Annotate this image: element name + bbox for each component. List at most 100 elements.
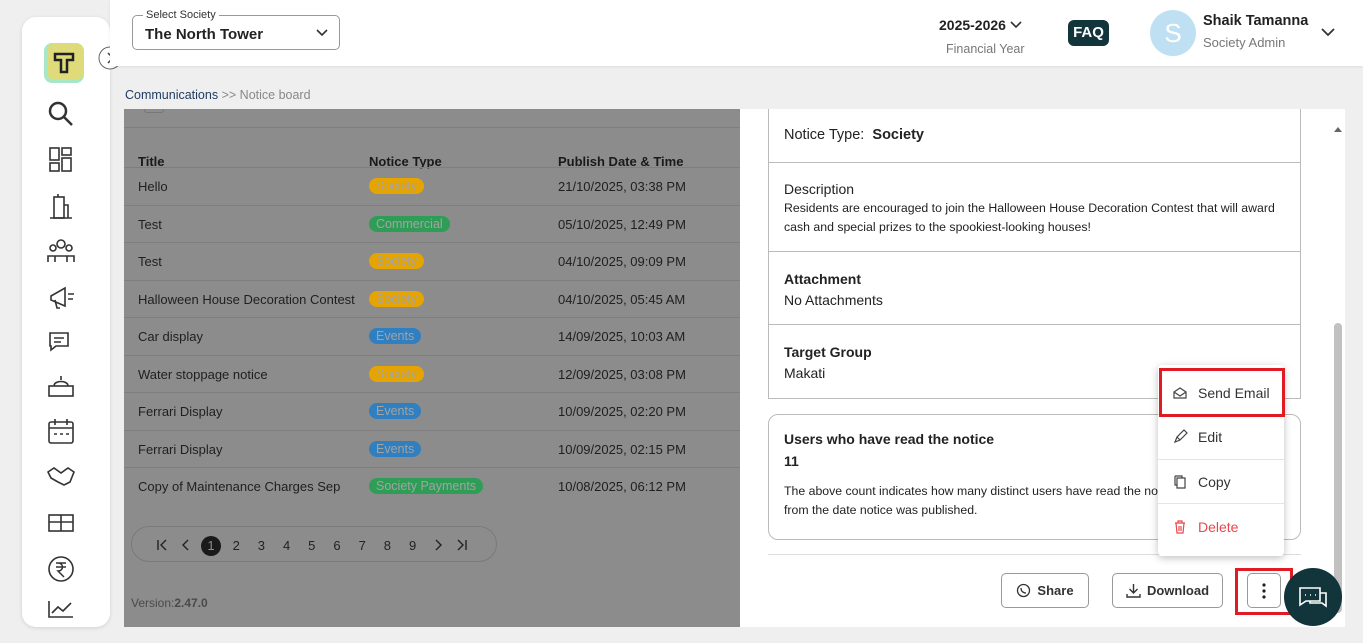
whatsapp-icon bbox=[1017, 583, 1031, 598]
arrow bbox=[457, 539, 467, 551]
notice-title: Water stoppage notice bbox=[138, 366, 268, 382]
gift-icon[interactable] bbox=[46, 507, 76, 537]
publish-date: 12/09/2025, 03:08 PM bbox=[558, 366, 686, 382]
table-row[interactable]: Copy of Maintenance Charges Sep Society P… bbox=[124, 467, 740, 504]
dashboard-icon[interactable] bbox=[46, 145, 76, 175]
report-icon[interactable] bbox=[46, 597, 76, 627]
page-number[interactable]: 1 bbox=[201, 536, 221, 556]
publish-date: 14/09/2025, 10:03 AM bbox=[558, 329, 686, 344]
read-note: The above count indicates how many disti… bbox=[784, 484, 1178, 517]
year-label: Financial Year bbox=[946, 42, 1025, 56]
dots-icon bbox=[1262, 582, 1266, 599]
page-number[interactable]: 8 bbox=[383, 538, 391, 553]
table-row[interactable]: Ferrari Display Events 10/09/2025, 02:15 P… bbox=[124, 429, 740, 467]
search-icon[interactable] bbox=[46, 99, 76, 129]
next-page[interactable] bbox=[430, 537, 446, 553]
checkbox bbox=[144, 109, 164, 113]
menu-item[interactable]: Edit bbox=[1158, 416, 1284, 460]
faq-button[interactable]: FAQ bbox=[1068, 20, 1109, 46]
icon-path bbox=[1174, 474, 1186, 489]
last-page[interactable] bbox=[454, 537, 470, 553]
breadcrumb-current: Notice board bbox=[239, 88, 311, 102]
amenity-icon[interactable] bbox=[46, 372, 76, 402]
handshake-icon[interactable] bbox=[46, 462, 76, 492]
menu-label: Send Email bbox=[1198, 384, 1270, 401]
description-text: Residents are encouraged to join the Hal… bbox=[784, 201, 1275, 234]
detail-card: Notice Type: Society Description Resident… bbox=[768, 109, 1301, 399]
notice-table-overlay: Title Notice Type Publish Date & Time Hello… bbox=[124, 109, 740, 627]
icon-path bbox=[1175, 519, 1185, 534]
page-number[interactable]: 9 bbox=[408, 538, 417, 553]
more-button[interactable] bbox=[1247, 573, 1281, 608]
scrollbar-thumb[interactable] bbox=[1334, 323, 1342, 613]
page-number[interactable]: 2 bbox=[232, 538, 240, 553]
page-number[interactable]: 6 bbox=[333, 538, 341, 553]
notice-type-section: Notice Type: Society bbox=[769, 109, 1300, 162]
notice-title: Ferrari Display bbox=[138, 404, 223, 419]
table-row[interactable]: Car display Events 14/09/2025, 10:03 AM bbox=[124, 317, 740, 354]
download-label: Download bbox=[1146, 583, 1210, 598]
icon-path bbox=[1173, 429, 1188, 444]
year[interactable]: 2025-2026 bbox=[939, 17, 1022, 33]
building-icon[interactable] bbox=[46, 191, 76, 221]
communication-icon[interactable] bbox=[46, 327, 76, 357]
target-value: Makati bbox=[784, 365, 826, 381]
page-number[interactable]: 4 bbox=[282, 538, 291, 553]
notice-type-tag: Society bbox=[369, 178, 424, 194]
notice-type-value: Society bbox=[872, 127, 924, 143]
table-row[interactable]: Ferrari Display Events 10/09/2025, 02:20 P… bbox=[124, 392, 740, 429]
download-button[interactable]: Download bbox=[1112, 573, 1223, 608]
share-button[interactable]: Share bbox=[1001, 573, 1089, 608]
scroll-up[interactable] bbox=[1334, 119, 1342, 132]
calendar-icon[interactable] bbox=[46, 417, 76, 447]
notice-title: Copy of Maintenance Charges Sep bbox=[138, 479, 341, 494]
year-value: 2025-2026 bbox=[939, 17, 1006, 33]
announce-icon[interactable] bbox=[46, 282, 76, 312]
page-number[interactable]: 3 bbox=[257, 538, 265, 553]
page-number[interactable]: 5 bbox=[308, 538, 316, 553]
logo[interactable] bbox=[44, 43, 84, 83]
breadcrumb-parent[interactable]: Communications bbox=[125, 88, 219, 102]
notice-type-tag: Events bbox=[369, 328, 422, 344]
society-select[interactable]: Select Society The North Tower bbox=[132, 9, 340, 50]
menu-item[interactable]: Delete bbox=[1158, 505, 1284, 549]
menu-item[interactable]: Copy bbox=[1158, 460, 1284, 504]
society-label: Select Society bbox=[143, 9, 219, 21]
publish-date: 05/10/2025, 12:49 PM bbox=[558, 216, 686, 232]
notice-title: Halloween House Decoration Contest bbox=[138, 291, 355, 307]
page-number[interactable]: 7 bbox=[358, 538, 366, 553]
table-row[interactable]: Hello Society 21/10/2025, 03:38 PM bbox=[124, 167, 740, 204]
icon-path bbox=[1173, 386, 1187, 399]
menu-icon bbox=[1173, 429, 1188, 444]
table-row[interactable]: Water stoppage notice Society 12/09/2025, … bbox=[124, 354, 740, 392]
notice-title: Test bbox=[138, 216, 162, 232]
notice-type-tag: Commercial bbox=[369, 215, 450, 232]
rupee-icon[interactable] bbox=[46, 554, 76, 584]
column-header: Title bbox=[138, 154, 165, 169]
prev-page[interactable] bbox=[178, 537, 194, 553]
publish-date: 10/08/2025, 06:12 PM bbox=[558, 479, 686, 494]
read-card: Users who have read the notice 11 The ab… bbox=[768, 414, 1301, 540]
description-label: Description bbox=[784, 181, 855, 197]
notice-title: Car display bbox=[138, 329, 204, 344]
notice-type-tag: Events bbox=[369, 403, 422, 419]
table-row[interactable]: Test Commercial 05/10/2025, 12:49 PM bbox=[124, 204, 740, 242]
arrow bbox=[182, 539, 189, 551]
table-row[interactable]: Test Society 04/10/2025, 09:09 PM bbox=[124, 242, 740, 279]
publish-date: 04/10/2025, 05:45 AM bbox=[558, 291, 686, 307]
highlight bbox=[1159, 368, 1285, 417]
first-page[interactable] bbox=[154, 537, 170, 553]
avatar[interactable]: S bbox=[1150, 10, 1196, 56]
table-row[interactable]: Halloween House Decoration Contest Societ… bbox=[124, 279, 740, 317]
publish-date: 10/09/2025, 02:15 PM bbox=[558, 441, 686, 457]
divider bbox=[768, 554, 1301, 555]
chevron bbox=[316, 29, 328, 37]
menu-icon bbox=[1174, 474, 1186, 489]
notice-title: Ferrari Display bbox=[138, 441, 223, 457]
version-value: 2.47.0 bbox=[174, 596, 208, 610]
chat-button[interactable] bbox=[1284, 568, 1342, 626]
user-menu-chevron[interactable] bbox=[1320, 27, 1336, 39]
people-icon[interactable] bbox=[46, 236, 76, 266]
